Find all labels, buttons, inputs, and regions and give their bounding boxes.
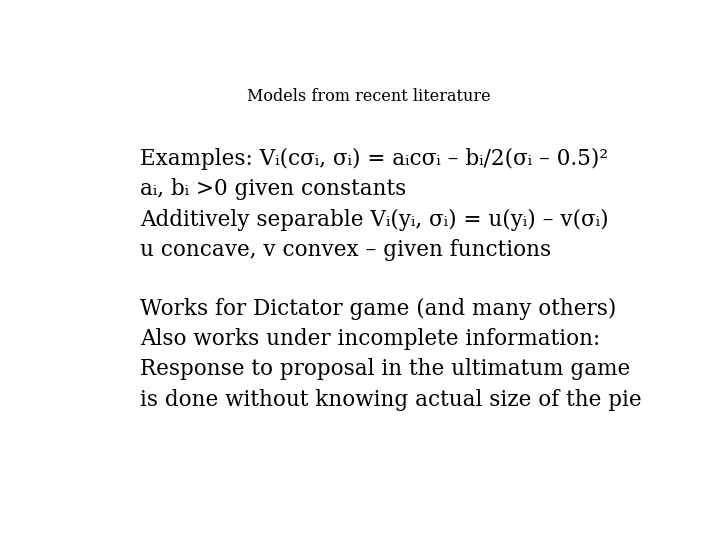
Text: u concave, v convex – given functions: u concave, v convex – given functions — [140, 239, 552, 261]
Text: is done without knowing actual size of the pie: is done without knowing actual size of t… — [140, 389, 642, 411]
Text: Examples: Vᵢ(cσᵢ, σᵢ) = aᵢcσᵢ – bᵢ/2(σᵢ – 0.5)²: Examples: Vᵢ(cσᵢ, σᵢ) = aᵢcσᵢ – bᵢ/2(σᵢ … — [140, 148, 608, 170]
Text: Models from recent literature: Models from recent literature — [247, 87, 491, 105]
Text: Works for Dictator game (and many others): Works for Dictator game (and many others… — [140, 298, 616, 320]
Text: aᵢ, bᵢ >0 given constants: aᵢ, bᵢ >0 given constants — [140, 178, 407, 200]
Text: Additively separable Vᵢ(yᵢ, σᵢ) = u(yᵢ) – v(σᵢ): Additively separable Vᵢ(yᵢ, σᵢ) = u(yᵢ) … — [140, 208, 609, 231]
Text: Also works under incomplete information:: Also works under incomplete information: — [140, 328, 600, 350]
Text: Response to proposal in the ultimatum game: Response to proposal in the ultimatum ga… — [140, 359, 631, 380]
